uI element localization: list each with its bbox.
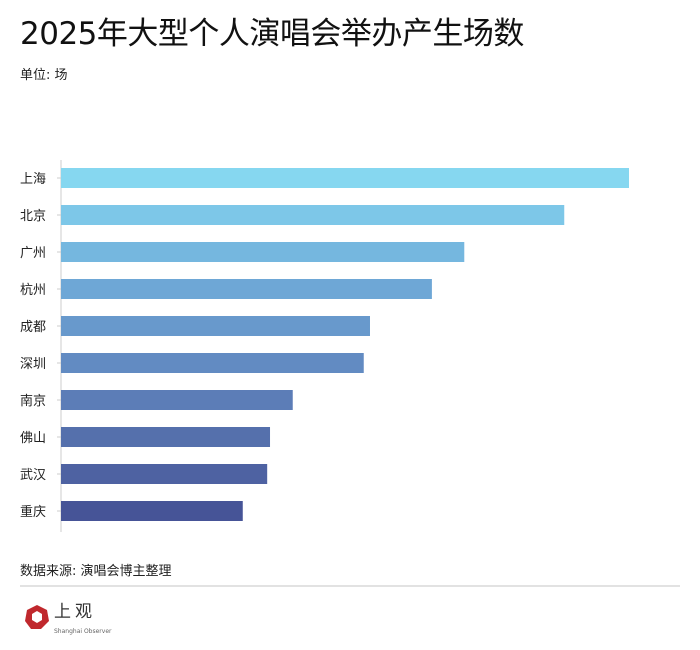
bar xyxy=(61,205,565,225)
divider xyxy=(20,585,680,587)
logo: 上观 Shanghai Observer xyxy=(24,602,164,642)
bar xyxy=(61,427,271,447)
bar xyxy=(61,353,364,373)
logo-icon xyxy=(25,605,49,629)
y-tick-label: 深圳 xyxy=(20,357,46,372)
y-tick-label: 上海 xyxy=(20,172,46,187)
y-tick-label: 杭州 xyxy=(20,283,46,298)
bar xyxy=(61,501,243,521)
y-tick-label: 佛山 xyxy=(20,431,46,446)
bar xyxy=(61,242,465,262)
bar xyxy=(61,464,268,484)
y-tick-label: 武汉 xyxy=(20,468,46,483)
y-tick-label: 南京 xyxy=(20,393,46,409)
source-note: 数据来源: 演唱会博主整理 xyxy=(20,564,172,579)
unit-label: 单位: 场 xyxy=(20,68,68,83)
y-tick-label: 重庆 xyxy=(20,504,46,520)
logo-subtext: Shanghai Observer xyxy=(54,628,112,635)
y-tick-label: 成都 xyxy=(20,320,46,335)
bar xyxy=(61,168,629,188)
logo-text: 上观 xyxy=(54,602,96,622)
y-tick-label: 北京 xyxy=(20,209,46,224)
y-tick-label: 广州 xyxy=(20,246,46,261)
bar xyxy=(61,316,370,336)
bar xyxy=(61,279,432,299)
chart-title: 2025年大型个人演唱会举办产生场数 xyxy=(20,16,524,52)
bar xyxy=(61,390,293,410)
